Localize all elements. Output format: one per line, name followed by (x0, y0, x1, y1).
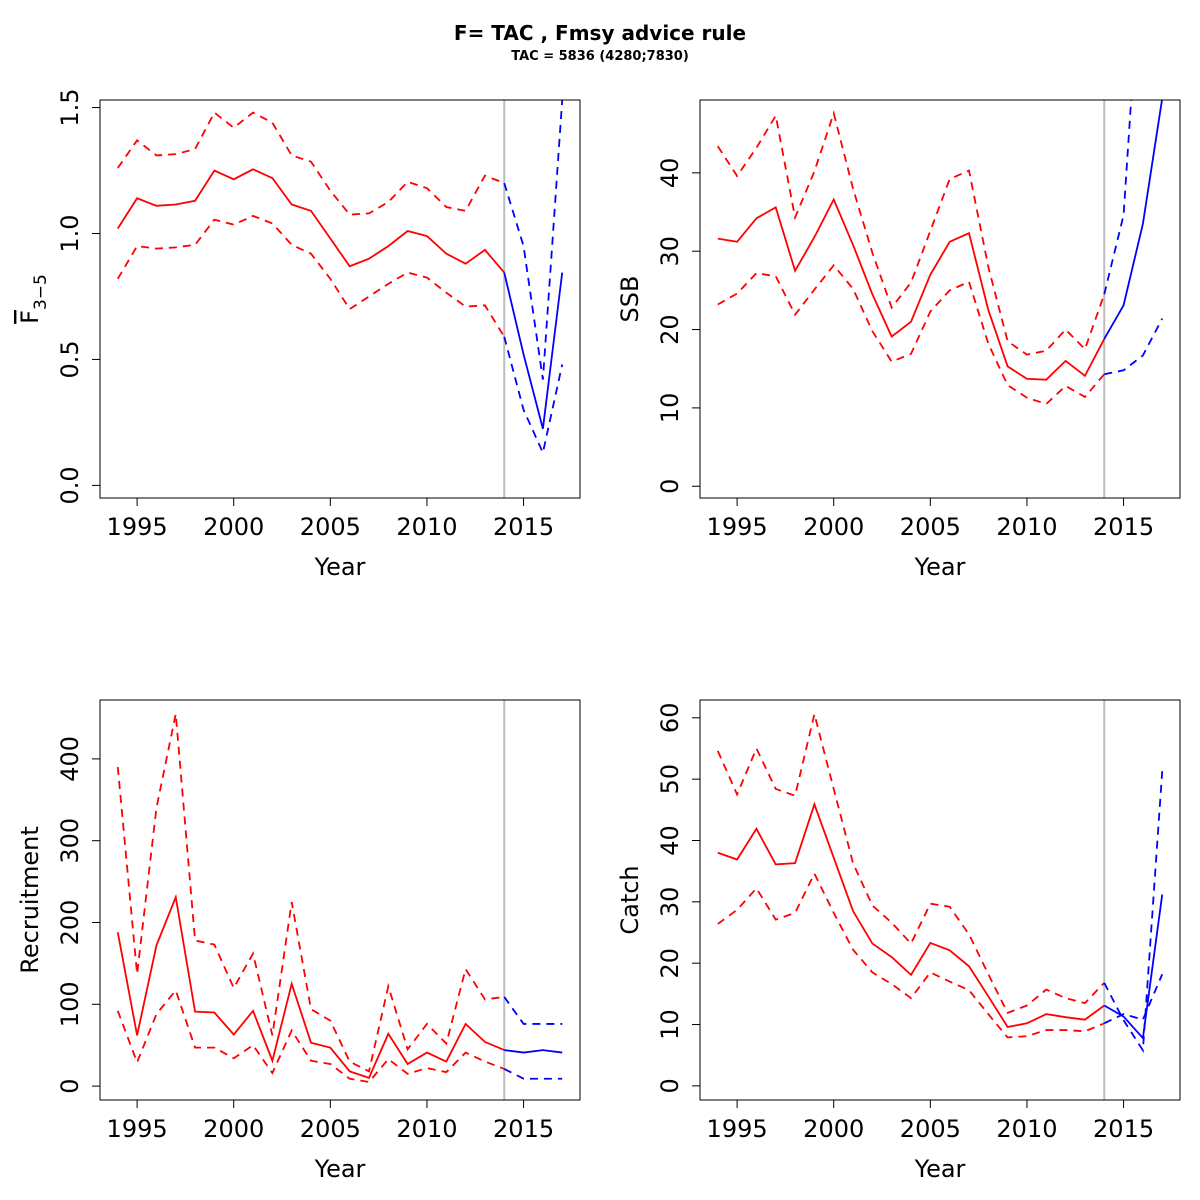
series-line (717, 263, 1105, 405)
y-axis-label: SSB (616, 276, 644, 323)
y-tick-label: 10 (656, 393, 684, 424)
x-axis-label: Year (914, 553, 966, 581)
y-axis-label: Catch (616, 865, 644, 934)
x-tick-label: 2005 (300, 513, 361, 541)
series-line (503, 100, 564, 380)
series-line (1103, 100, 1133, 295)
x-tick-label: 2010 (396, 1115, 457, 1143)
plot-frame (699, 699, 1181, 1101)
y-tick-label: 200 (56, 900, 84, 946)
y-tick-label: 40 (656, 825, 684, 856)
x-tick-label: 2010 (396, 513, 457, 541)
series-line (117, 168, 505, 274)
y-tick-label: 300 (56, 818, 84, 864)
x-tick-label: 2005 (900, 1115, 961, 1143)
y-tick-label: 0 (656, 479, 684, 494)
figure-title: F= TAC , Fmsy advice rule (454, 21, 746, 45)
y-tick-label: 0.5 (56, 340, 84, 378)
y-tick-label: 40 (656, 158, 684, 189)
series-line (717, 197, 1106, 381)
y-tick-label: 400 (56, 736, 84, 782)
plot-frame (99, 99, 581, 499)
y-tick-label: 0 (56, 1078, 84, 1093)
x-tick-label: 2015 (493, 513, 554, 541)
series-line (116, 893, 505, 1080)
panel: 1995 2000 2005 2010 2015 0.0 0.5 1.0 1.5 Year F3−5 (16, 88, 581, 581)
series-line (1103, 771, 1164, 1054)
series-line (1103, 894, 1164, 1041)
series-line (503, 336, 564, 456)
y-tick-label: 60 (656, 703, 684, 734)
x-axis-label: Year (314, 553, 366, 581)
x-tick-label: 2000 (803, 513, 864, 541)
series-line (117, 111, 505, 216)
x-axis-label: Year (914, 1155, 966, 1183)
series-line (717, 871, 1105, 1039)
series-line (717, 801, 1105, 1028)
x-tick-label: 2015 (1093, 513, 1154, 541)
x-tick-label: 2005 (300, 1115, 361, 1143)
y-axis-label: F3−5 (16, 274, 51, 324)
x-tick-label: 2015 (1093, 1115, 1154, 1143)
panel: 1995 2000 2005 2010 2015 0 10 20 30 40 50 60 Year Cat… (616, 699, 1181, 1183)
x-tick-label: 2010 (996, 513, 1057, 541)
figure-subtitle: TAC = 5836 (4280;7830) (511, 49, 689, 64)
panel: 1995 2000 2005 2010 2015 0 100 200 300 400 Year Rec… (16, 699, 581, 1183)
y-tick-label: 30 (656, 236, 684, 267)
series-line (717, 110, 1106, 356)
y-tick-label: 10 (656, 1009, 684, 1040)
series-line (1103, 973, 1164, 1025)
y-axis-label-main: F (16, 310, 44, 324)
plot-frame (699, 99, 1181, 499)
y-tick-label: 0 (656, 1078, 684, 1093)
x-tick-label: 2000 (203, 1115, 264, 1143)
x-tick-label: 2000 (803, 1115, 864, 1143)
y-tick-label: 1.0 (56, 214, 84, 252)
plot-area (116, 713, 563, 1083)
x-axis-label: Year (314, 1155, 366, 1183)
x-tick-label: 1995 (107, 513, 168, 541)
y-tick-label: 1.5 (56, 88, 84, 126)
x-tick-label: 1995 (707, 1115, 768, 1143)
x-tick-label: 1995 (107, 1115, 168, 1143)
y-axis-label-sub: 3−5 (31, 274, 51, 310)
series-line (1104, 318, 1164, 376)
x-tick-label: 2000 (203, 513, 264, 541)
x-tick-label: 1995 (707, 513, 768, 541)
y-tick-label: 100 (56, 981, 84, 1027)
series-line (503, 996, 563, 1025)
y-tick-label: 20 (656, 948, 684, 979)
panel: 1995 2000 2005 2010 2015 0 10 20 30 40 Year SSB (616, 99, 1181, 581)
x-tick-label: 2015 (493, 1115, 554, 1143)
series-line (503, 272, 564, 429)
x-tick-label: 2010 (996, 1115, 1057, 1143)
y-tick-label: 0.0 (56, 466, 84, 504)
y-axis-label: Recruitment (16, 826, 44, 973)
series-line (116, 713, 505, 1073)
plot-area (117, 100, 564, 456)
y-tick-label: 20 (656, 314, 684, 345)
y-tick-label: 30 (656, 887, 684, 918)
series-line (117, 214, 506, 338)
series-line (504, 1049, 563, 1054)
y-tick-label: 50 (656, 764, 684, 795)
x-tick-label: 2005 (900, 513, 961, 541)
plot-area (716, 713, 1164, 1054)
plot-frame (99, 699, 581, 1101)
series-line (116, 988, 505, 1083)
plot-area (717, 100, 1164, 405)
series-line (1103, 100, 1163, 340)
series-line (503, 1068, 563, 1080)
